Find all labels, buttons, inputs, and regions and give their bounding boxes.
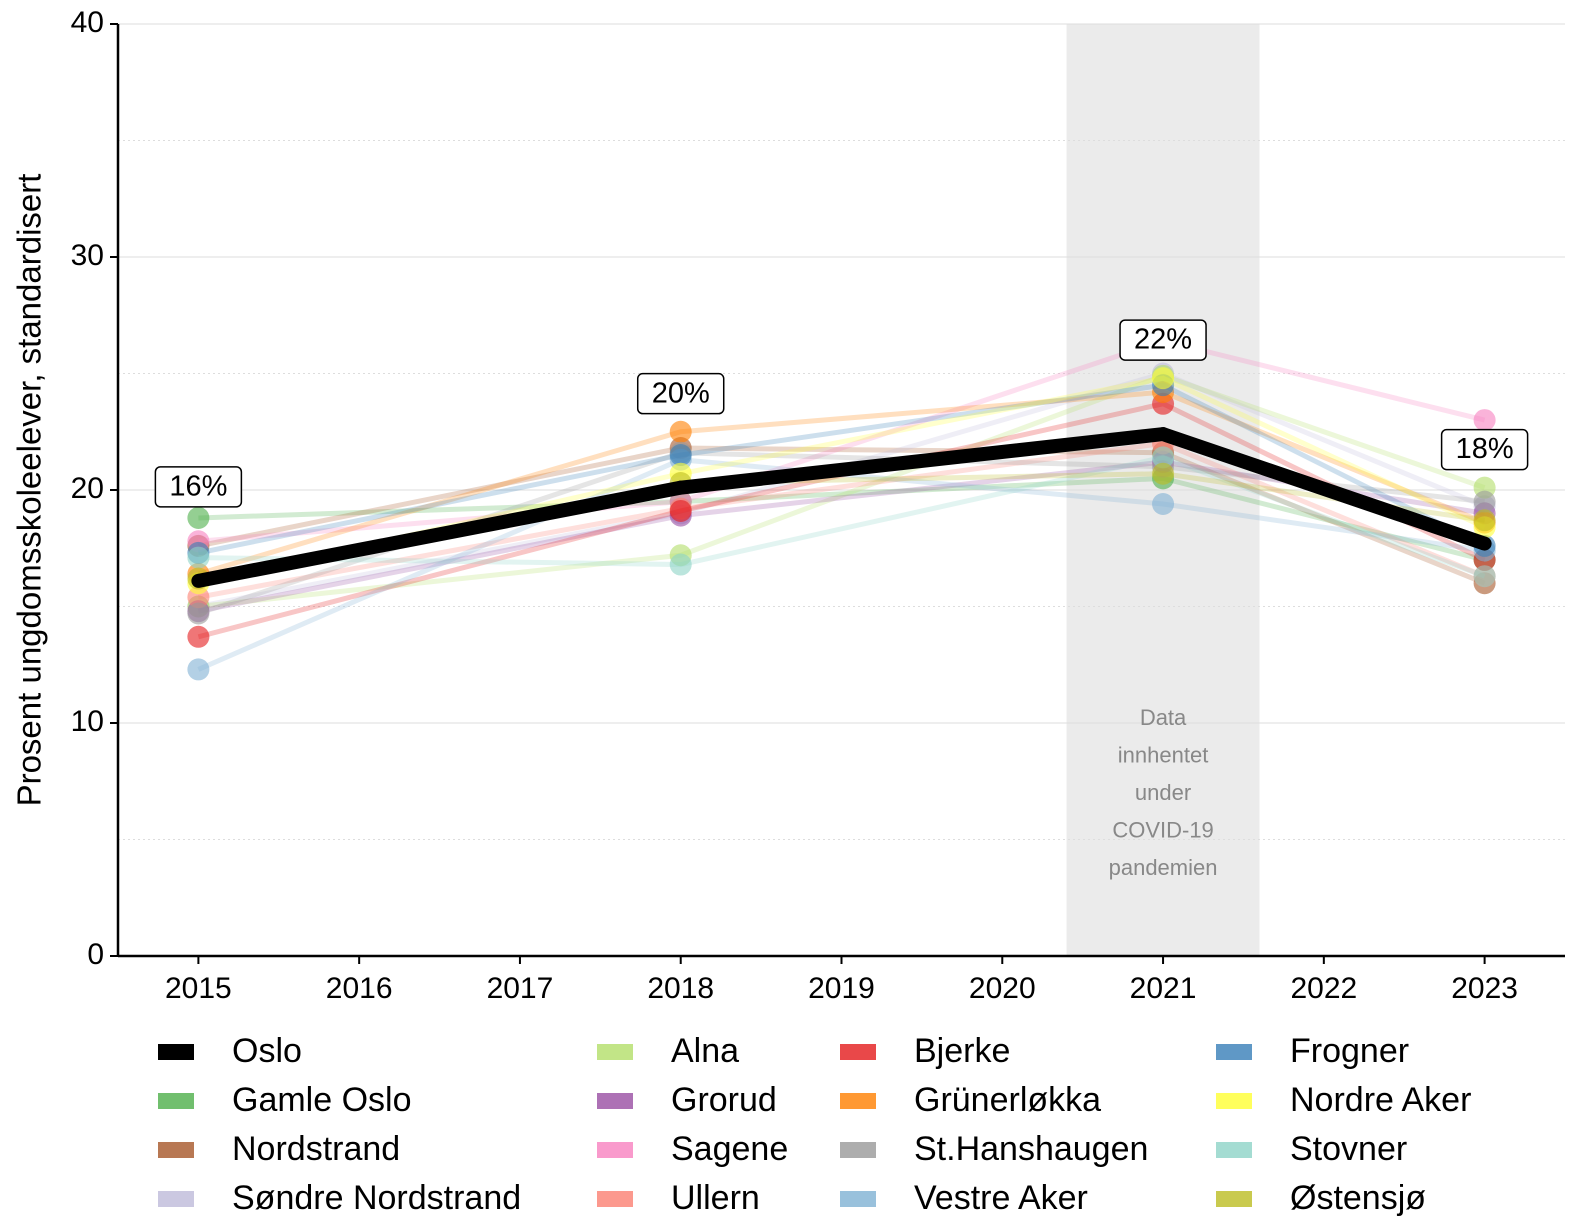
series-line [197, 445, 1486, 586]
series-line [197, 440, 1486, 600]
point [1473, 490, 1496, 513]
point [187, 602, 210, 625]
series-line [197, 382, 1486, 556]
x-tick-label: 2018 [647, 972, 714, 1005]
value-label-box [636, 372, 725, 415]
legend-label: Grünerløkka [914, 1081, 1101, 1119]
point [669, 444, 692, 467]
legend-swatch [840, 1093, 876, 1109]
y-axis-label: Prosent ungdomsskoleelever, standardiser… [11, 174, 48, 807]
value-label: 20% [652, 377, 710, 409]
x-tick-label: 2015 [165, 972, 232, 1005]
annotation: COVID-19 [1112, 817, 1213, 842]
annotation: under [1135, 780, 1191, 805]
y-tick-label: 40 [71, 6, 104, 39]
series-line [198, 454, 1486, 579]
point [191, 573, 206, 588]
series-line [198, 338, 1486, 544]
x-tick-label: 2022 [1290, 972, 1357, 1005]
point [1152, 367, 1175, 390]
series-line [198, 475, 1486, 563]
legend-label: Oslo [232, 1032, 302, 1070]
y-tick-label: 30 [71, 239, 104, 272]
legend-swatch [1216, 1093, 1252, 1109]
legend-swatch [1216, 1044, 1252, 1060]
main-line [197, 426, 1487, 588]
y-tick-label: 20 [71, 472, 104, 505]
legend-swatch [597, 1191, 633, 1207]
legend-label: Østensjø [1290, 1179, 1426, 1217]
point [1152, 446, 1175, 469]
legend-swatch [840, 1142, 876, 1158]
value-label-box [154, 466, 243, 508]
legend-label: Stovner [1290, 1130, 1407, 1168]
legend-label: Gamle Oslo [232, 1081, 412, 1119]
value-label: 16% [169, 471, 227, 503]
legend-label: Nordstrand [232, 1130, 400, 1168]
point [1156, 427, 1171, 442]
point [669, 420, 692, 443]
point [1152, 492, 1175, 515]
legend-label: Sagene [671, 1130, 788, 1168]
legend-label: Alna [671, 1032, 739, 1070]
legend-swatch [597, 1093, 633, 1109]
legend-label: St.Hanshaugen [914, 1130, 1148, 1168]
legend-label: Søndre Nordstrand [232, 1179, 521, 1217]
legend-swatch [158, 1191, 194, 1207]
point [669, 499, 692, 522]
annotation: Data [1140, 705, 1187, 730]
point [187, 658, 210, 681]
legend-swatch [158, 1093, 194, 1109]
legend-swatch [840, 1044, 876, 1060]
series-line [197, 389, 1486, 577]
x-tick-label: 2020 [969, 972, 1036, 1005]
point [1477, 536, 1492, 551]
point [187, 546, 210, 569]
y-tick-label: 0 [87, 938, 104, 971]
x-tick-label: 2016 [326, 972, 393, 1005]
legend-label: Grorud [671, 1081, 777, 1119]
legend-swatch [158, 1044, 194, 1060]
series-line [197, 370, 1486, 609]
x-tick-label: 2021 [1130, 972, 1197, 1005]
point [673, 480, 688, 495]
legend-label: Nordre Aker [1290, 1081, 1471, 1119]
legend-swatch [840, 1191, 876, 1207]
point [1473, 409, 1496, 432]
legend-swatch [158, 1142, 194, 1158]
x-tick-label: 2023 [1451, 972, 1518, 1005]
legend-swatch [1216, 1191, 1252, 1207]
point [669, 553, 692, 576]
legend-label: Vestre Aker [914, 1179, 1088, 1217]
point [1152, 462, 1175, 485]
legend-label: Ullern [671, 1179, 760, 1217]
point [187, 625, 210, 648]
x-tick-label: 2019 [808, 972, 875, 1005]
value-label: 22% [1134, 324, 1192, 356]
legend-label: Bjerke [914, 1032, 1010, 1070]
legend-label: Frogner [1290, 1032, 1409, 1070]
point [187, 506, 210, 529]
x-tick-label: 2017 [487, 972, 554, 1005]
y-tick-label: 10 [71, 705, 104, 738]
value-label-box [1119, 319, 1207, 361]
value-label-box [1440, 428, 1529, 471]
annotation: innhentet [1118, 742, 1209, 767]
legend-swatch [1216, 1142, 1252, 1158]
series-line [197, 457, 1485, 672]
legend-swatch [597, 1142, 633, 1158]
legend-swatch [597, 1044, 633, 1060]
point [1473, 565, 1496, 588]
value-label: 18% [1456, 433, 1514, 465]
point [1473, 509, 1496, 532]
annotation: pandemien [1109, 855, 1218, 880]
